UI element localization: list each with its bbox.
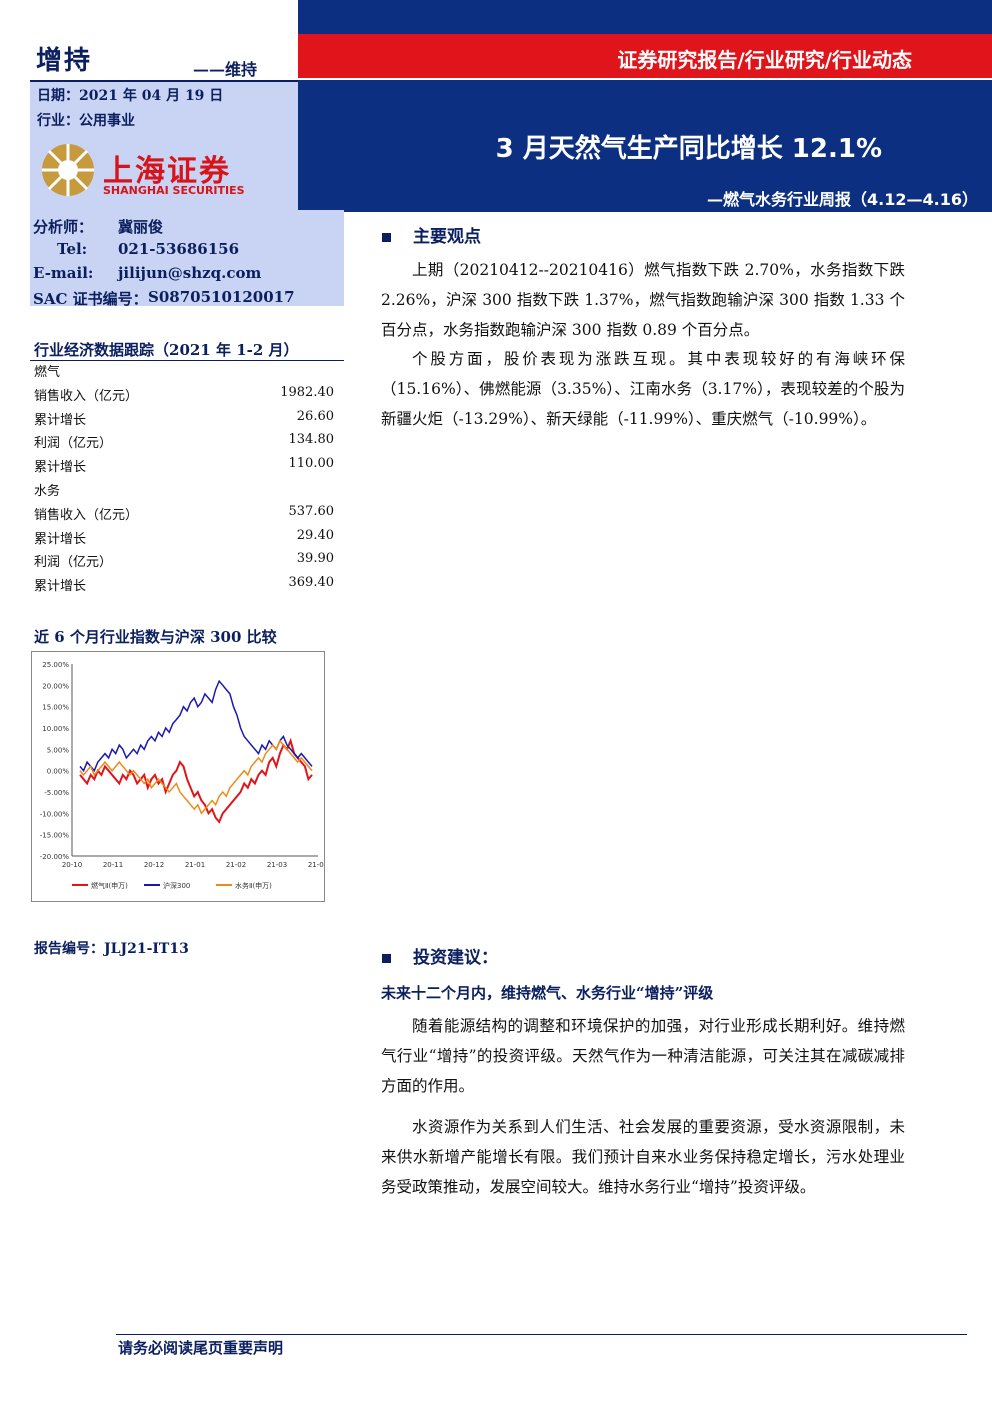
x-tick-label: 21-04	[308, 861, 324, 869]
rating: 增持	[36, 46, 93, 76]
paragraph: 随着能源结构的调整和环境保护的加强，对行业形成长期利好。维持燃气行业“增持”的投…	[381, 1017, 905, 1095]
report-category: 证券研究报告/行业研究/行业动态	[617, 48, 912, 72]
analyst-name: 冀丽俊	[118, 218, 164, 236]
table-row: 累计增长 369.40	[34, 575, 334, 599]
tel-value: 021-53686156	[118, 240, 240, 258]
x-tick-label: 21-01	[185, 861, 205, 869]
x-tick-label: 20-12	[144, 861, 164, 869]
table-row: 利润（亿元） 39.90	[34, 551, 334, 575]
tel-label: Tel:	[57, 240, 88, 258]
table-row: 水务	[34, 480, 334, 504]
report-date: 日期：2021 年 04 月 19 日	[37, 88, 224, 104]
chart-canvas: 25.00% 20.00% 15.00% 10.00% 5.00% 0.00% -5.00%…	[40, 661, 329, 890]
series-line	[79, 737, 313, 824]
x-tick-label: 20-11	[103, 861, 123, 869]
row-label: 水务	[34, 484, 61, 499]
series-line	[79, 739, 313, 815]
row-label: 利润（亿元）	[34, 436, 113, 452]
section-heading-investment: 投资建议：	[382, 943, 498, 968]
y-tick-label: -20.00%	[40, 853, 70, 861]
shanghai-securities-logo-icon	[42, 144, 94, 196]
row-label: 累计增长	[34, 412, 87, 428]
row-label: 累计增长	[34, 579, 87, 595]
sac-label: SAC 证书编号：	[33, 290, 148, 308]
legend-label: 沪深300	[163, 881, 190, 890]
y-tick-label: 0.00%	[47, 768, 70, 776]
analyst-label: 分析师：	[33, 218, 94, 236]
paragraph: 水资源作为关系到人们生活、社会发展的重要资源，受水资源限制，未来供水新增产能增长…	[381, 1118, 905, 1196]
y-tick-label: 5.00%	[47, 746, 70, 754]
y-tick-label: 15.00%	[42, 704, 69, 712]
y-tick-label: -15.00%	[40, 832, 70, 840]
row-value: 39.90	[296, 551, 334, 567]
row-value: 110.00	[288, 456, 335, 472]
row-value: 1982.40	[280, 384, 334, 400]
divider	[30, 80, 298, 82]
legend-label: 水务Ⅱ(申万)	[235, 881, 272, 890]
report-subtitle: —燃气水务行业周报（4.12—4.16）	[707, 190, 978, 209]
square-bullet-icon	[382, 233, 391, 242]
row-label: 燃气	[34, 365, 61, 380]
row-label: 累计增长	[34, 531, 87, 547]
data-table-title: 行业经济数据跟踪（2021 年 1-2 月）	[34, 341, 299, 359]
row-value: 134.80	[288, 432, 335, 448]
title-banner	[298, 0, 992, 212]
y-tick-label: 20.00%	[42, 682, 69, 690]
x-tick-label: 21-02	[226, 861, 246, 869]
paragraph: 个股方面，股价表现为涨跌互现。其中表现较好的有海峡环保（15.16%）、佛燃能源…	[381, 350, 905, 428]
divider	[30, 360, 344, 361]
table-row: 累计增长 110.00	[34, 456, 334, 480]
y-tick-label: -10.00%	[40, 810, 70, 818]
row-label: 销售收入（亿元）	[34, 507, 139, 523]
footer-disclaimer: 请务必阅读尾页重要声明	[118, 1339, 284, 1357]
table-row: 销售收入（亿元） 537.60	[34, 504, 334, 528]
table-row: 销售收入（亿元） 1982.40	[34, 385, 334, 409]
paragraph: 上期（20210412--20210416）燃气指数下跌 2.70%，水务指数下…	[381, 261, 905, 339]
x-tick-label: 21-03	[267, 861, 287, 869]
section-heading-text: 主要观点	[413, 227, 481, 247]
y-tick-label: -5.00%	[44, 789, 69, 797]
legend-label: 燃气Ⅱ(申万)	[91, 881, 128, 890]
row-value: 29.40	[296, 527, 334, 543]
x-tick-label: 20-10	[62, 861, 82, 869]
chart-title: 近 6 个月行业指数与沪深 300 比较	[34, 628, 277, 646]
footer-divider	[116, 1334, 967, 1335]
report-title: 3 月天然气生产同比增长 12.1%	[495, 134, 882, 164]
logo-text-en: SHANGHAI SECURITIES	[103, 184, 245, 197]
section-heading-main-views: 主要观点	[382, 222, 481, 247]
investment-subheading: 未来十二个月内，维持燃气、水务行业“增持”评级	[381, 984, 714, 1002]
table-row: 累计增长 26.60	[34, 409, 334, 433]
row-value: 369.40	[288, 575, 335, 591]
row-label: 累计增长	[34, 460, 87, 476]
row-value: 537.60	[288, 503, 335, 519]
row-label: 销售收入（亿元）	[34, 388, 139, 404]
divider	[298, 78, 992, 80]
row-value: 26.60	[296, 408, 334, 424]
index-chart: 25.00% 20.00% 15.00% 10.00% 5.00% 0.00% -5.00%…	[31, 651, 329, 902]
email-value[interactable]: jilijun@shzq.com	[118, 264, 262, 282]
table-row: 利润（亿元） 134.80	[34, 432, 334, 456]
series-line	[79, 679, 313, 773]
y-tick-label: 10.00%	[42, 725, 69, 733]
logo-text: 上海证券	[103, 154, 231, 189]
report-number: 报告编号：JLJ21-IT13	[34, 941, 189, 957]
report-industry: 行业：公用事业	[37, 113, 135, 129]
category-bar	[298, 34, 992, 78]
rating-previous: ——维持	[193, 60, 258, 79]
sac-value: S0870510120017	[148, 288, 295, 306]
section-heading-text: 投资建议：	[413, 948, 498, 968]
y-tick-label: 25.00%	[42, 661, 69, 669]
table-row: 累计增长 29.40	[34, 528, 334, 552]
row-label: 利润（亿元）	[34, 555, 113, 571]
square-bullet-icon	[382, 954, 391, 963]
analyst-box	[30, 210, 344, 306]
table-row: 燃气	[34, 361, 334, 385]
email-label: E-mail:	[33, 264, 94, 282]
